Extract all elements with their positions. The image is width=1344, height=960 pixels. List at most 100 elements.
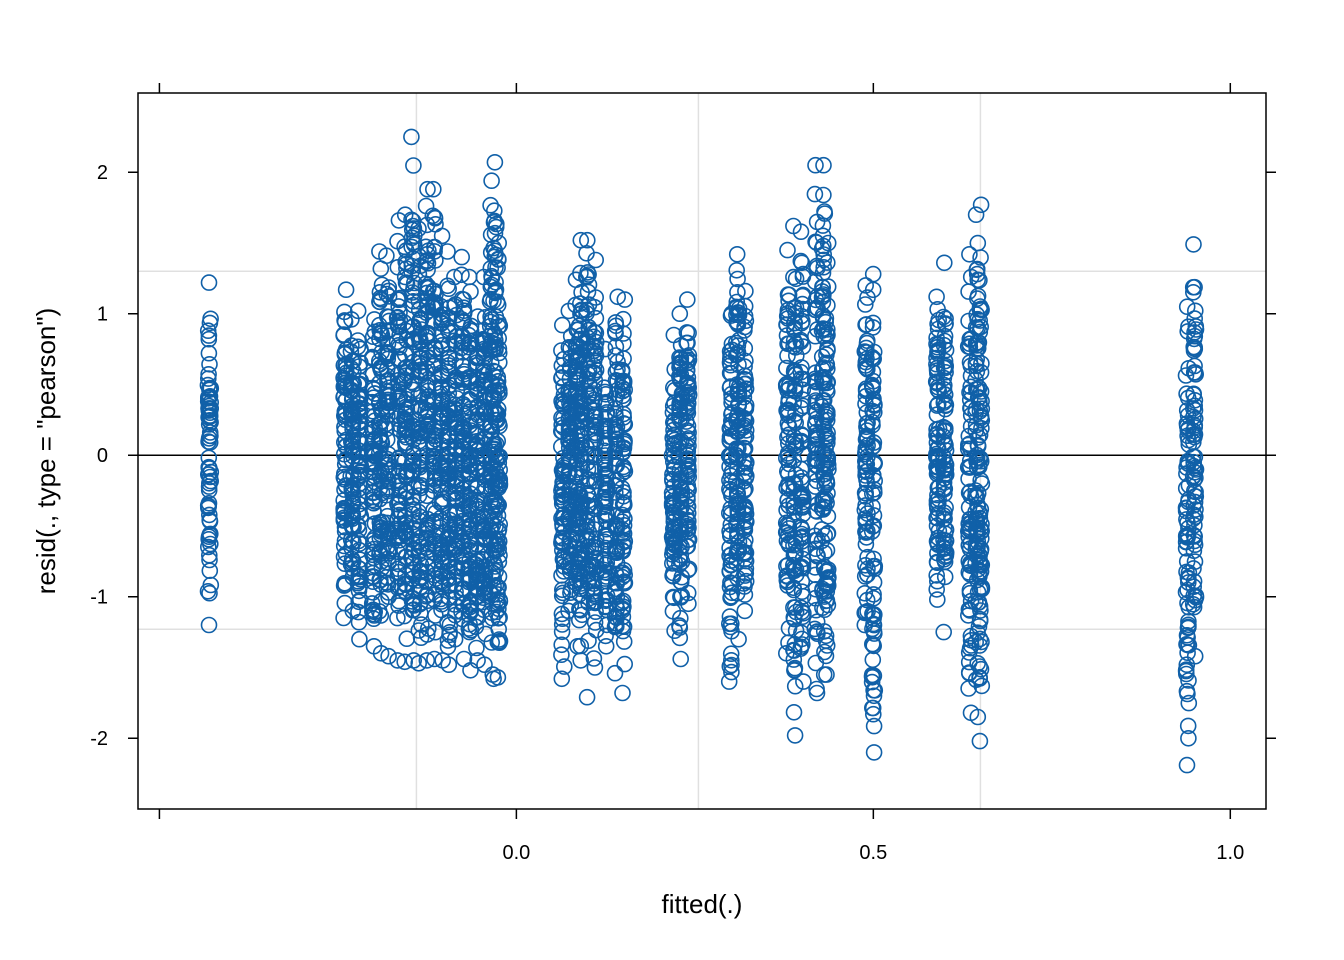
data-point	[491, 516, 509, 533]
data-point	[865, 667, 883, 685]
data-point	[793, 630, 811, 648]
data-point	[680, 519, 697, 537]
data-point	[201, 314, 219, 332]
data-point	[1180, 672, 1197, 689]
data-point	[971, 630, 989, 648]
data-point	[372, 644, 390, 662]
data-point	[819, 524, 837, 542]
data-point	[350, 358, 368, 375]
data-point	[735, 536, 753, 554]
data-point	[818, 447, 836, 464]
plot-frame	[137, 92, 1267, 810]
data-point	[453, 266, 470, 284]
data-point	[200, 344, 218, 362]
data-point	[580, 276, 598, 294]
data-point	[971, 449, 988, 467]
data-point	[806, 185, 824, 203]
data-point	[793, 359, 810, 376]
data-point	[615, 633, 633, 650]
data-point	[553, 646, 570, 664]
data-point	[679, 456, 697, 474]
data-point	[554, 584, 572, 602]
data-point	[680, 424, 697, 441]
data-point	[671, 349, 688, 366]
data-point	[680, 531, 698, 548]
data-point	[677, 506, 695, 524]
point-column-50	[970, 196, 991, 750]
data-point	[426, 366, 443, 383]
data-point	[488, 384, 506, 401]
data-point	[678, 363, 696, 380]
data-point	[490, 609, 507, 627]
data-point	[971, 504, 988, 522]
data-point	[553, 316, 571, 334]
data-point	[928, 567, 946, 584]
data-point	[579, 264, 596, 281]
data-point	[351, 630, 368, 648]
data-point	[818, 374, 836, 392]
data-point	[483, 172, 500, 189]
data-point	[200, 498, 217, 515]
data-point	[1180, 729, 1197, 747]
data-point	[1187, 588, 1205, 606]
data-point	[680, 468, 698, 486]
data-point	[418, 284, 435, 302]
data-point	[411, 326, 428, 344]
data-point	[616, 291, 634, 308]
data-point	[200, 274, 218, 291]
data-point	[737, 312, 755, 330]
data-point	[816, 601, 833, 619]
data-point	[1186, 391, 1204, 409]
data-point	[864, 651, 882, 669]
data-point	[972, 196, 990, 214]
data-point	[616, 533, 634, 550]
data-point	[1187, 469, 1204, 487]
data-point	[818, 541, 836, 559]
data-point	[679, 561, 697, 579]
data-point	[379, 350, 397, 368]
data-point	[201, 460, 218, 477]
data-point	[585, 394, 603, 411]
data-point	[410, 572, 427, 589]
data-point	[730, 630, 747, 648]
data-point	[615, 561, 633, 579]
data-point	[378, 360, 396, 378]
data-point	[1185, 385, 1202, 403]
data-point	[489, 296, 507, 314]
data-point	[1180, 618, 1197, 636]
data-point	[587, 603, 604, 621]
data-point	[1184, 278, 1202, 296]
data-point	[865, 403, 883, 421]
y-tick-label: 0	[97, 445, 108, 467]
data-point	[587, 621, 605, 639]
data-point	[405, 478, 422, 496]
data-point	[1177, 661, 1195, 679]
data-point	[491, 448, 509, 465]
data-point	[973, 419, 990, 437]
data-point	[971, 312, 989, 329]
data-point	[971, 612, 989, 630]
data-point	[973, 556, 991, 574]
data-point	[819, 340, 836, 357]
data-point	[597, 637, 615, 655]
data-point	[971, 509, 989, 527]
data-point	[736, 399, 754, 416]
data-point	[1179, 644, 1196, 662]
data-point	[819, 430, 836, 447]
data-point	[864, 281, 882, 299]
data-point	[780, 391, 798, 409]
data-point	[935, 479, 953, 497]
data-point	[815, 186, 832, 204]
data-point	[568, 321, 586, 339]
data-point	[972, 660, 990, 678]
data-points	[199, 128, 1205, 774]
data-point	[936, 332, 953, 350]
data-point	[585, 365, 603, 382]
data-point	[735, 418, 752, 436]
data-point	[1186, 647, 1204, 665]
data-point	[792, 223, 810, 240]
data-point	[967, 206, 985, 223]
y-tick-label: 1	[97, 304, 108, 326]
data-point	[202, 394, 219, 411]
data-point	[864, 265, 882, 283]
